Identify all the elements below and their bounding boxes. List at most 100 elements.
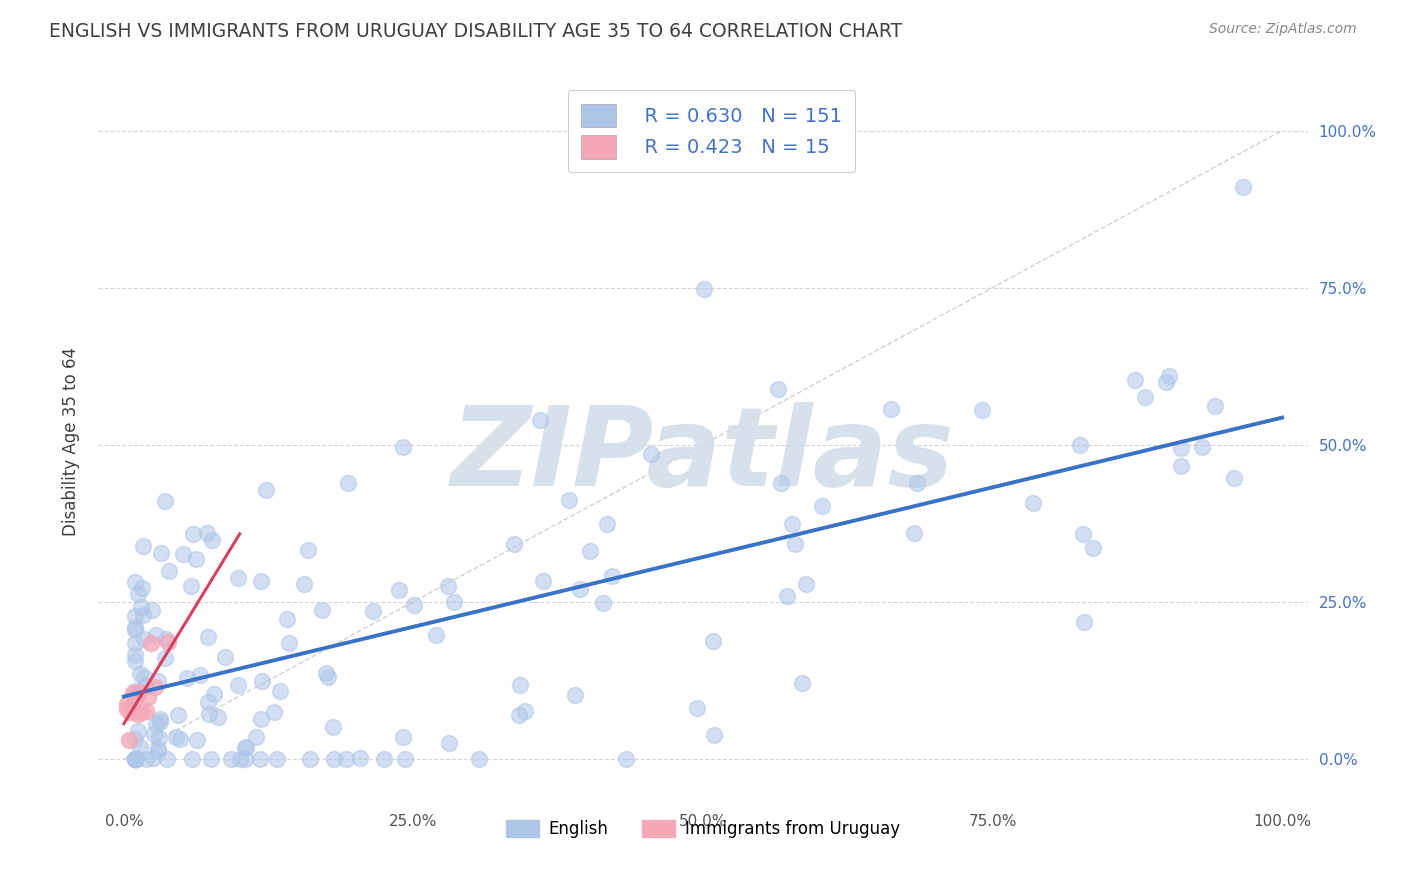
Point (124, 732, 146, 747)
Point (336, 476, 359, 491)
Point (394, 752, 416, 766)
Point (118, 705, 141, 719)
Point (245, 731, 267, 745)
Point (148, 742, 170, 756)
Point (142, 751, 165, 765)
Point (128, 666, 150, 681)
Point (124, 752, 146, 766)
Point (180, 579, 202, 593)
Point (124, 752, 146, 766)
Point (235, 740, 257, 755)
Point (117, 697, 139, 711)
Point (150, 546, 173, 560)
Point (1191, 440, 1213, 454)
Point (200, 533, 222, 547)
Point (1170, 459, 1192, 474)
Point (127, 689, 149, 703)
Point (127, 723, 149, 738)
Point (568, 582, 591, 596)
Point (1083, 541, 1105, 555)
Legend: English, Immigrants from Uruguay: English, Immigrants from Uruguay (499, 814, 907, 845)
Point (1154, 376, 1177, 390)
Point (124, 609, 146, 624)
Point (693, 282, 716, 296)
Point (292, 576, 315, 591)
Point (443, 595, 465, 609)
Point (592, 595, 614, 609)
Point (266, 752, 288, 766)
Point (579, 544, 602, 558)
Point (508, 708, 530, 723)
Point (1073, 615, 1095, 629)
Point (1123, 373, 1146, 387)
Point (792, 676, 814, 690)
Point (145, 716, 167, 731)
Point (315, 666, 337, 681)
Point (139, 635, 162, 649)
Point (391, 730, 413, 744)
Point (176, 671, 198, 685)
Point (197, 695, 219, 709)
Point (596, 516, 619, 531)
Point (145, 627, 167, 641)
Point (361, 604, 384, 618)
Point (269, 684, 291, 698)
Point (124, 574, 146, 589)
Point (124, 623, 146, 637)
Point (200, 752, 222, 766)
Point (127, 587, 149, 601)
Point (903, 525, 925, 540)
Point (195, 526, 218, 541)
Point (169, 731, 191, 746)
Point (614, 752, 637, 766)
Point (905, 475, 928, 490)
Point (226, 571, 249, 585)
Point (141, 602, 163, 616)
Point (316, 670, 339, 684)
Point (250, 673, 273, 688)
Point (811, 499, 834, 513)
Point (124, 635, 146, 649)
Point (134, 678, 156, 692)
Point (129, 599, 152, 614)
Point (124, 752, 146, 766)
Point (143, 727, 166, 741)
Point (509, 678, 531, 692)
Point (640, 447, 662, 461)
Point (776, 589, 799, 603)
Point (146, 673, 169, 688)
Point (233, 741, 256, 756)
Point (425, 628, 447, 642)
Point (166, 708, 188, 723)
Point (1021, 496, 1043, 510)
Point (702, 634, 724, 648)
Point (159, 564, 181, 578)
Point (155, 632, 177, 646)
Point (437, 736, 460, 750)
Point (249, 712, 271, 726)
Point (118, 733, 141, 747)
Point (145, 680, 167, 694)
Text: ZIPatlas: ZIPatlas (451, 402, 955, 509)
Point (186, 552, 208, 566)
Point (153, 651, 176, 665)
Point (172, 547, 194, 561)
Point (1232, 180, 1254, 194)
Point (121, 686, 143, 700)
Point (131, 705, 153, 719)
Point (278, 636, 301, 650)
Point (297, 543, 319, 558)
Point (600, 569, 623, 583)
Point (335, 752, 357, 766)
Point (188, 668, 211, 682)
Point (515, 705, 537, 719)
Point (226, 678, 249, 692)
Point (564, 688, 586, 702)
Point (135, 752, 157, 766)
Point (529, 413, 551, 427)
Point (311, 603, 333, 617)
Point (202, 687, 225, 701)
Point (153, 493, 176, 508)
Point (131, 581, 153, 595)
Point (117, 702, 139, 716)
